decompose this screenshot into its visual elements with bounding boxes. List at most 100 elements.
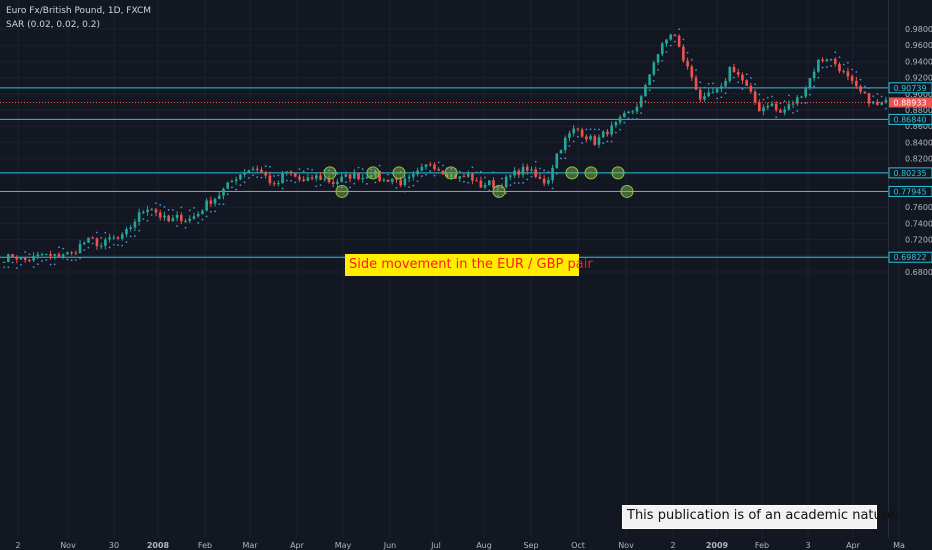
- candle-body[interactable]: [838, 64, 841, 72]
- candle-body[interactable]: [673, 34, 677, 36]
- candle-body[interactable]: [652, 62, 656, 75]
- candle-body[interactable]: [11, 254, 14, 258]
- candle-body[interactable]: [403, 178, 407, 186]
- candle-body[interactable]: [352, 172, 356, 179]
- candle-body[interactable]: [285, 171, 289, 174]
- candle-body[interactable]: [475, 180, 478, 182]
- candle-body[interactable]: [690, 66, 694, 78]
- candle-body[interactable]: [833, 58, 837, 65]
- candle-body[interactable]: [374, 171, 377, 176]
- candle-body[interactable]: [142, 211, 145, 213]
- candle-body[interactable]: [783, 109, 786, 113]
- candle-body[interactable]: [466, 173, 470, 177]
- candle-body[interactable]: [281, 173, 284, 184]
- candle-body[interactable]: [521, 166, 525, 175]
- candle-body[interactable]: [382, 179, 386, 181]
- candle-body[interactable]: [610, 125, 613, 135]
- candle-body[interactable]: [821, 59, 824, 62]
- candle-body[interactable]: [517, 170, 521, 175]
- candles[interactable]: [2, 33, 888, 264]
- candle-body[interactable]: [795, 97, 799, 104]
- candle-body[interactable]: [188, 218, 192, 221]
- candle-body[interactable]: [255, 168, 259, 170]
- candle-body[interactable]: [492, 180, 495, 188]
- candle-body[interactable]: [348, 174, 352, 179]
- candle-body[interactable]: [192, 216, 196, 219]
- candle-body[interactable]: [78, 244, 82, 254]
- candle-body[interactable]: [306, 177, 310, 181]
- candle-body[interactable]: [293, 173, 297, 177]
- candle-body[interactable]: [82, 242, 86, 245]
- candle-body[interactable]: [479, 180, 483, 188]
- candle-body[interactable]: [433, 164, 436, 170]
- candle-body[interactable]: [99, 245, 103, 247]
- candle-body[interactable]: [357, 172, 360, 180]
- candle-body[interactable]: [850, 76, 854, 81]
- candle-body[interactable]: [196, 213, 200, 217]
- candle-body[interactable]: [420, 166, 424, 171]
- candle-body[interactable]: [167, 215, 170, 222]
- candle-body[interactable]: [108, 237, 111, 240]
- candle-body[interactable]: [542, 178, 546, 184]
- candle-body[interactable]: [146, 209, 149, 212]
- candle-body[interactable]: [205, 200, 208, 211]
- candle-body[interactable]: [513, 170, 516, 176]
- candle-body[interactable]: [804, 87, 808, 97]
- candle-body[interactable]: [19, 257, 23, 260]
- candle-body[interactable]: [91, 237, 95, 239]
- candle-body[interactable]: [471, 173, 474, 181]
- candle-body[interactable]: [580, 129, 584, 137]
- candle-body[interactable]: [40, 254, 44, 256]
- candle-body[interactable]: [863, 91, 867, 94]
- candle-body[interactable]: [180, 214, 183, 222]
- candle-body[interactable]: [462, 176, 466, 178]
- candle-body[interactable]: [677, 35, 681, 47]
- candle-body[interactable]: [120, 234, 124, 239]
- candle-body[interactable]: [268, 175, 272, 184]
- candle-body[interactable]: [15, 257, 19, 260]
- candle-body[interactable]: [846, 71, 850, 77]
- candle-body[interactable]: [340, 176, 343, 182]
- candle-body[interactable]: [732, 67, 736, 73]
- candle-body[interactable]: [217, 195, 221, 199]
- candle-body[interactable]: [808, 78, 812, 88]
- candle-body[interactable]: [137, 212, 141, 222]
- candle-body[interactable]: [555, 153, 559, 168]
- candle-body[interactable]: [23, 257, 27, 260]
- candle-body[interactable]: [226, 182, 230, 189]
- candle-body[interactable]: [171, 218, 175, 222]
- candle-body[interactable]: [150, 209, 154, 211]
- candle-body[interactable]: [53, 254, 57, 256]
- candle-body[interactable]: [32, 256, 35, 261]
- candle-body[interactable]: [234, 179, 238, 182]
- candle-body[interactable]: [551, 167, 554, 181]
- candle-body[interactable]: [264, 172, 267, 176]
- candle-body[interactable]: [163, 215, 166, 218]
- candle-body[interactable]: [437, 169, 440, 171]
- candle-body[interactable]: [711, 92, 715, 94]
- candle-body[interactable]: [589, 136, 592, 140]
- candle-body[interactable]: [28, 259, 31, 261]
- candle-body[interactable]: [766, 105, 770, 108]
- candle-body[interactable]: [682, 46, 685, 61]
- candle-body[interactable]: [272, 183, 276, 185]
- candle-body[interactable]: [572, 128, 575, 134]
- candle-body[interactable]: [568, 133, 571, 138]
- candle-body[interactable]: [488, 180, 491, 185]
- candle-body[interactable]: [344, 174, 348, 177]
- candle-body[interactable]: [698, 89, 702, 100]
- candle-body[interactable]: [496, 186, 500, 188]
- candle-body[interactable]: [213, 198, 217, 204]
- candle-body[interactable]: [547, 180, 550, 184]
- candle-body[interactable]: [133, 221, 137, 228]
- candle-body[interactable]: [36, 254, 40, 257]
- candle-body[interactable]: [158, 212, 162, 218]
- candle-body[interactable]: [585, 136, 588, 140]
- candle-body[interactable]: [428, 164, 432, 166]
- candle-body[interactable]: [601, 131, 605, 138]
- candle-body[interactable]: [817, 59, 820, 72]
- candle-body[interactable]: [95, 238, 99, 247]
- candle-body[interactable]: [812, 71, 816, 79]
- candle-body[interactable]: [648, 74, 651, 86]
